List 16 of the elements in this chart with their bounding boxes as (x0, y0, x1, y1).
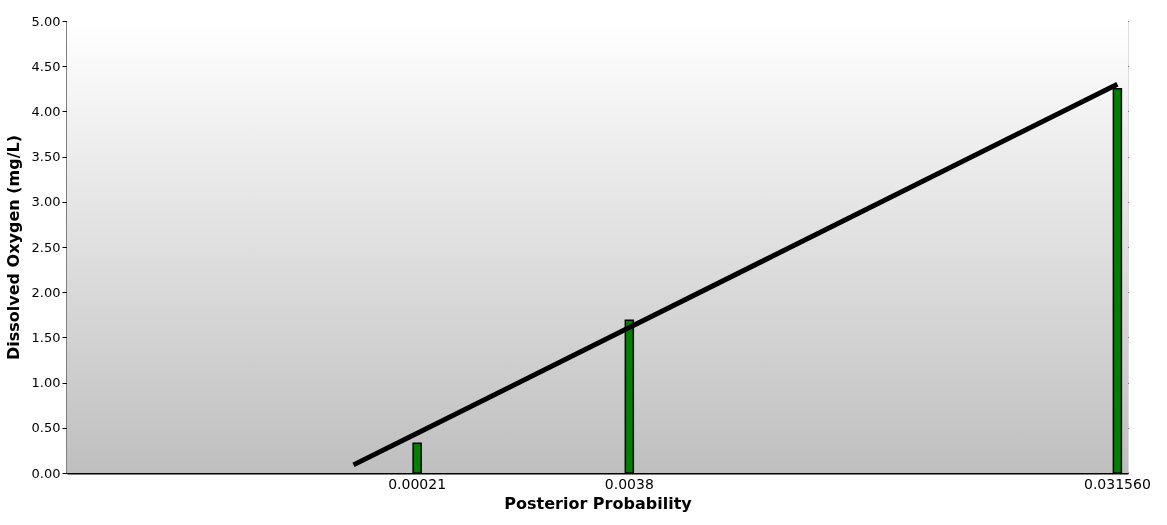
x-axis-title: Posterior Probability (504, 493, 693, 513)
y-tick-label: 4.00 (31, 103, 61, 119)
y-tick-label: 3.00 (31, 194, 61, 210)
y-tick-label: 4.50 (31, 58, 61, 74)
y-tick-label: 2.00 (31, 284, 61, 300)
x-tick-label: 0.031560 (1083, 475, 1151, 492)
y-tick-label: 0.00 (31, 465, 61, 481)
x-tick-label: 0.0038 (604, 475, 654, 492)
y-axis-title: Dissolved Oxygen (mg/L) (3, 135, 23, 360)
x-tick-label: 0.00021 (388, 475, 447, 492)
y-tick-label: 2.50 (31, 239, 61, 255)
y-tick-label: 3.50 (31, 149, 61, 165)
y-tick-label: 0.50 (31, 420, 61, 436)
y-tick-label: 1.50 (31, 329, 61, 345)
y-tick-label: 5.00 (31, 13, 61, 29)
y-tick-label: 1.00 (31, 375, 61, 391)
